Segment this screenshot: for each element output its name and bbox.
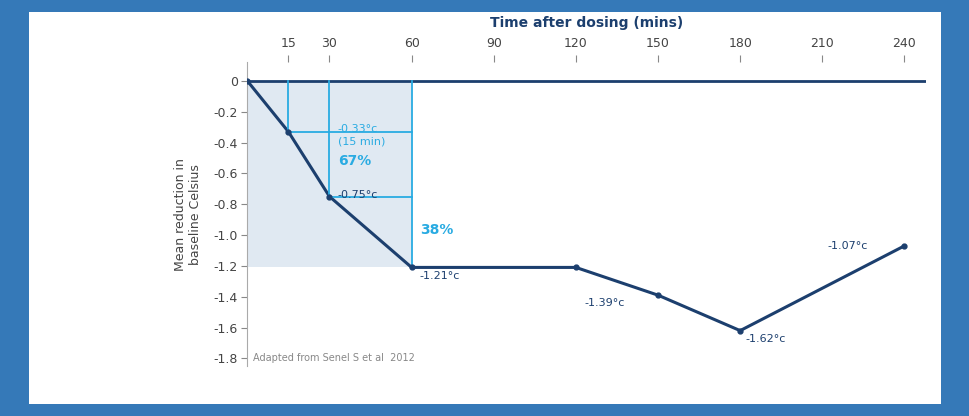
Bar [247, 81, 411, 267]
Text: -1.39°c: -1.39°c [583, 298, 624, 308]
Y-axis label: Mean reduction in
baseline Celsius: Mean reduction in baseline Celsius [173, 158, 202, 271]
Text: -1.21°c: -1.21°c [420, 270, 459, 280]
Text: -0.75°c: -0.75°c [337, 191, 378, 201]
Text: Adapted from Senel S et al  2012: Adapted from Senel S et al 2012 [253, 353, 415, 363]
Text: -1.07°c: -1.07°c [827, 241, 867, 251]
Text: 38%: 38% [420, 223, 453, 238]
Text: -0.33°c
(15 min): -0.33°c (15 min) [337, 124, 385, 146]
X-axis label: Time after dosing (mins): Time after dosing (mins) [489, 16, 683, 30]
Text: -1.62°c: -1.62°c [745, 334, 785, 344]
Text: 67%: 67% [337, 154, 370, 168]
